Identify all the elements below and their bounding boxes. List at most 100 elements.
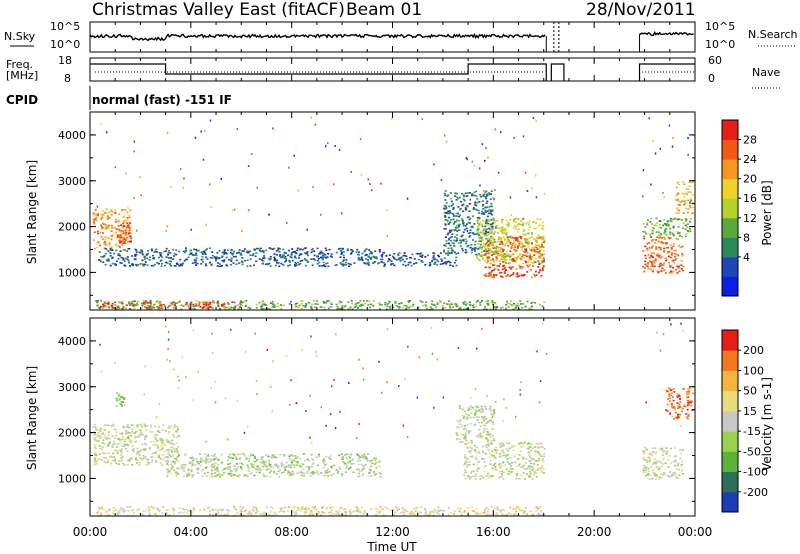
data-cell (486, 195, 489, 197)
data-cell (685, 233, 688, 235)
data-cell (493, 410, 495, 413)
data-cell (302, 453, 305, 455)
data-cell (488, 444, 490, 447)
data-cell (440, 179, 443, 182)
data-cell (114, 449, 117, 452)
data-cell (322, 254, 325, 257)
data-cell (671, 473, 673, 476)
data-cell (319, 514, 322, 516)
data-cell (231, 470, 234, 472)
data-cell (286, 472, 289, 475)
data-cell (362, 513, 365, 515)
data-cell (482, 418, 485, 421)
data-cell (672, 137, 674, 139)
data-cell (491, 236, 494, 239)
data-cell (255, 471, 258, 473)
data-cell (380, 254, 383, 257)
data-cell (103, 227, 106, 230)
data-cell (473, 204, 476, 206)
data-cell (158, 252, 161, 254)
data-cell (424, 509, 427, 512)
data-cell (114, 264, 117, 266)
data-cell (487, 476, 490, 479)
data-cell (649, 260, 652, 263)
data-cell (129, 442, 132, 444)
data-cell (518, 264, 521, 267)
data-cell (488, 474, 491, 477)
data-cell (265, 465, 268, 468)
data-cell (346, 248, 349, 250)
data-cell (463, 464, 466, 466)
data-cell (254, 249, 256, 251)
data-cell (222, 305, 225, 308)
data-cell (510, 214, 513, 216)
data-cell (360, 256, 363, 259)
data-cell (518, 308, 521, 310)
data-cell (305, 304, 308, 307)
data-cell (133, 450, 135, 453)
data-cell (538, 514, 541, 516)
data-cell (370, 251, 373, 254)
data-cell (285, 259, 287, 262)
data-cell (429, 306, 432, 308)
data-cell (303, 247, 306, 250)
data-cell (241, 463, 244, 466)
data-cell (216, 509, 219, 512)
data-cell (525, 237, 528, 240)
data-cell (135, 263, 138, 266)
data-cell (543, 453, 546, 455)
data-cell (171, 454, 174, 457)
data-cell (164, 460, 167, 462)
data-cell (339, 307, 342, 310)
data-cell (449, 264, 452, 266)
data-cell (466, 416, 469, 419)
plot-title: Christmas Valley East (fitACF) (92, 0, 345, 20)
data-cell (500, 251, 503, 254)
data-cell (263, 462, 266, 465)
data-cell (128, 302, 131, 305)
data-cell (436, 303, 439, 305)
data-cell (542, 225, 545, 227)
data-cell (167, 306, 169, 309)
data-cell (166, 475, 169, 477)
data-cell (205, 306, 208, 308)
data-cell (479, 254, 482, 257)
data-cell (366, 300, 368, 302)
data-cell (467, 464, 470, 466)
data-cell (661, 242, 664, 245)
data-cell (122, 307, 125, 309)
data-cell (538, 303, 541, 306)
data-cell (151, 456, 154, 458)
data-cell (531, 478, 534, 480)
data-cell (277, 467, 279, 469)
data-cell (471, 160, 474, 163)
data-cell (510, 446, 513, 449)
data-cell (445, 202, 448, 204)
data-cell (100, 459, 103, 461)
data-cell (252, 253, 255, 255)
data-cell (510, 255, 513, 257)
data-cell (245, 457, 247, 460)
data-cell (517, 245, 520, 247)
data-cell (368, 249, 371, 251)
data-cell (223, 302, 226, 305)
data-cell (199, 461, 202, 463)
data-cell (126, 258, 129, 261)
data-cell (298, 256, 301, 259)
data-cell (253, 460, 256, 463)
data-cell (374, 250, 377, 252)
data-cell (195, 304, 198, 306)
data-cell (487, 439, 489, 441)
data-cell (164, 264, 166, 267)
data-cell (489, 244, 492, 246)
data-cell (107, 514, 110, 516)
data-cell (517, 304, 520, 307)
data-cell (206, 248, 208, 250)
data-cell (681, 472, 684, 475)
data-cell (460, 218, 463, 220)
data-cell (325, 249, 328, 252)
data-cell (230, 456, 233, 459)
data-cell (521, 246, 524, 249)
data-cell (251, 466, 254, 468)
data-cell (493, 306, 496, 308)
